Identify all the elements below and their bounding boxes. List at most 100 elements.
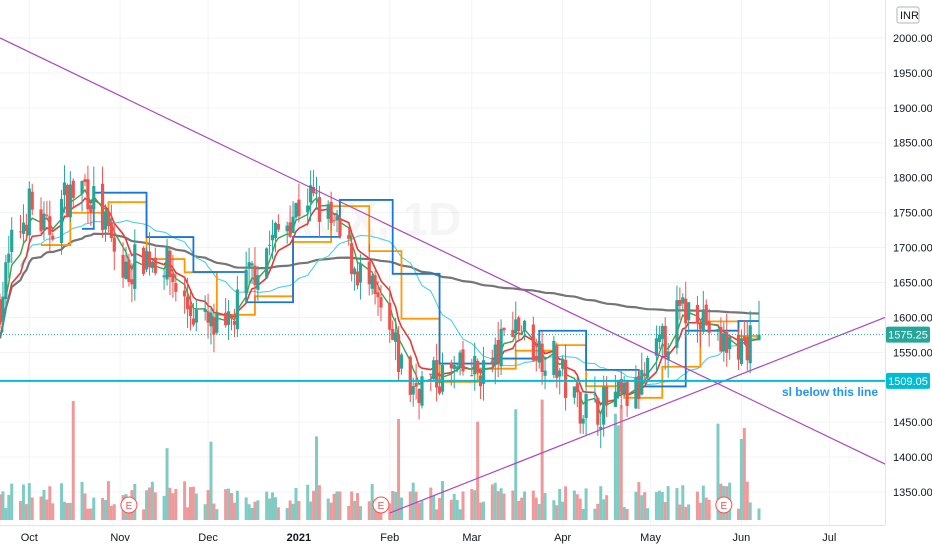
candle-body — [499, 328, 503, 367]
candle-body — [229, 315, 234, 319]
price-tick-label: 1950.00 — [893, 68, 932, 80]
candle-body — [83, 179, 87, 182]
volume-bar — [493, 482, 497, 520]
volume-bar — [599, 486, 603, 520]
earnings-marker[interactable] — [120, 496, 138, 514]
candle-body — [701, 309, 705, 332]
price-axis[interactable]: 2000.00 1950.00 1900.00 1850.00 1800.00 1750.… — [885, 0, 932, 550]
candle-body — [112, 237, 116, 252]
candle-body — [520, 332, 524, 335]
candle-body — [212, 317, 216, 335]
candle-body — [332, 220, 336, 222]
volume-bar — [716, 423, 720, 520]
candle-body — [593, 394, 597, 396]
volume-bar — [171, 493, 175, 520]
volume-bar — [183, 481, 187, 520]
candle-body — [739, 338, 744, 364]
trendlines[interactable] — [0, 37, 886, 514]
candle-body — [174, 283, 178, 292]
volume-bar — [174, 488, 178, 520]
candle-body — [502, 327, 506, 331]
volume-bar — [21, 484, 25, 520]
volume-bar — [596, 503, 600, 520]
volume-bar — [312, 490, 316, 520]
volume-bar — [10, 483, 14, 520]
candle-body — [244, 269, 248, 294]
volume-bar — [540, 399, 544, 520]
volume-bar — [83, 493, 87, 520]
candle-body — [476, 360, 480, 373]
price-tick-label: 1800.00 — [893, 173, 932, 185]
volume-bar — [276, 507, 280, 520]
candle-body — [373, 275, 377, 295]
candle-body — [555, 345, 559, 378]
candle-body — [613, 391, 617, 407]
earnings-marker[interactable] — [715, 496, 733, 514]
volume-bar — [194, 493, 198, 520]
earnings-marker[interactable] — [372, 496, 390, 514]
volume-bars — [0, 399, 761, 520]
volume-bar — [162, 495, 166, 520]
volume-bar — [558, 488, 562, 520]
candle-body — [59, 198, 64, 244]
candle-body — [625, 381, 629, 406]
support-line-group[interactable]: sl below this line — [0, 334, 885, 399]
candle-body — [563, 359, 568, 398]
volume-bar — [637, 482, 641, 520]
volume-bar — [572, 490, 576, 520]
candle-body — [719, 326, 723, 352]
candle-body — [226, 311, 231, 325]
candle-body — [728, 336, 732, 350]
last-price-label-box — [886, 326, 930, 343]
volume-bar — [745, 481, 749, 520]
candle-body — [10, 229, 14, 252]
candle-body — [206, 311, 210, 323]
candle-body — [317, 197, 322, 222]
volume-bar — [212, 503, 216, 520]
volume-bar — [253, 501, 257, 520]
volume-bar — [191, 486, 195, 520]
volume-bar — [511, 490, 515, 520]
candle-body — [455, 366, 459, 369]
candle-body — [388, 302, 392, 330]
candle-body — [355, 271, 360, 286]
volume-bar — [367, 501, 371, 520]
volume-bar — [695, 491, 699, 520]
time-axis[interactable]: Oct Nov Dec 2021 Feb Mar Apr May Jun Jul — [0, 525, 932, 550]
candle-body — [640, 369, 644, 395]
trendline-ascending — [389, 316, 886, 514]
volume-bar — [309, 501, 313, 520]
volume-bar — [581, 508, 585, 520]
candle-body — [309, 185, 313, 203]
volume-bar — [370, 483, 374, 520]
candle-body — [121, 254, 125, 278]
candle-body — [757, 334, 761, 341]
volume-bar — [432, 495, 436, 520]
volume-bar — [502, 493, 506, 520]
candle-body — [695, 304, 700, 324]
candle-body — [531, 324, 535, 361]
candle-body — [147, 251, 152, 268]
price-tick-label: 1550.00 — [893, 347, 932, 359]
volume-bar — [206, 490, 210, 520]
volume-bar — [68, 502, 72, 520]
candle-body — [605, 386, 609, 406]
candle-body — [7, 253, 11, 263]
volume-bar — [663, 502, 667, 520]
volume-bar — [622, 506, 626, 520]
candle-body — [358, 263, 363, 283]
candle-body — [376, 292, 380, 298]
volume-bar — [285, 508, 289, 520]
earnings-marker-label: E — [720, 501, 727, 512]
candle-body — [370, 275, 374, 289]
candle-body — [297, 199, 301, 217]
volume-bar — [564, 486, 568, 520]
candle-body — [490, 361, 494, 365]
support-price-label-text: 1509.05 — [888, 376, 928, 388]
volume-bar — [30, 497, 34, 520]
volume-bar — [145, 490, 149, 520]
candle-body — [62, 182, 67, 196]
